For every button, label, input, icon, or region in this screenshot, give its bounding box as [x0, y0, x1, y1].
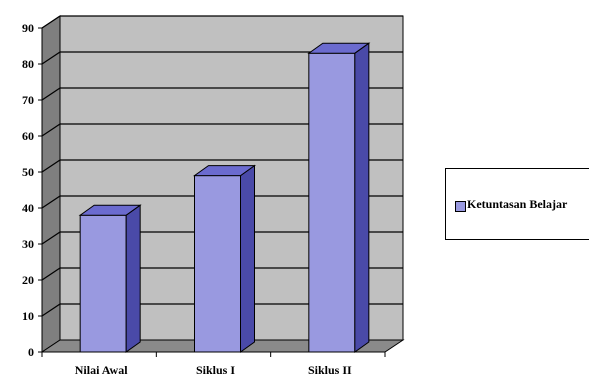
gridline-diagonal: [41, 303, 61, 317]
y-tick-label: 80: [22, 57, 34, 71]
y-tick-label: 40: [22, 201, 34, 215]
gridline-diagonal: [41, 231, 61, 245]
legend-label: Ketuntasan Belajar: [467, 197, 568, 211]
y-tick-label: 50: [22, 165, 34, 179]
bars: [78, 42, 371, 353]
legend: Ketuntasan Belajar: [445, 168, 589, 240]
gridline-diagonal: [41, 15, 61, 29]
x-axis: Nilai Awal Siklus I Siklus II: [41, 351, 386, 377]
y-tick-label: 30: [22, 237, 34, 251]
bar-side: [125, 204, 141, 353]
y-tick-label: 0: [28, 345, 34, 359]
y-tick-label: 20: [22, 273, 34, 287]
bar-side: [240, 164, 255, 353]
bar-side: [354, 42, 370, 353]
gridline-diagonal: [41, 87, 61, 101]
bar: [308, 52, 356, 353]
y-tick-label: 10: [22, 309, 34, 323]
gridline-diagonal: [41, 123, 61, 137]
gridline-diagonal: [41, 195, 61, 209]
bar-top: [78, 204, 142, 216]
y-tick-label: 90: [22, 21, 34, 35]
bar: [194, 175, 241, 353]
y-tick-label: 70: [22, 93, 34, 107]
gridline-diagonal: [41, 159, 61, 173]
y-axis: 0 10 20 30 40 50 60 70 80 90: [22, 21, 43, 359]
bar-top: [192, 165, 257, 177]
x-tick-label: Siklus I: [196, 363, 235, 377]
bar: [79, 214, 127, 353]
x-tick-label: Nilai Awal: [75, 363, 128, 377]
bar-top: [307, 42, 371, 54]
x-tick-label: Siklus II: [308, 363, 352, 377]
gridline-diagonal: [41, 51, 61, 65]
legend-swatch: [455, 201, 466, 212]
y-tick-label: 60: [22, 129, 34, 143]
gridline-diagonal: [41, 267, 61, 281]
side-wall: [41, 15, 61, 353]
